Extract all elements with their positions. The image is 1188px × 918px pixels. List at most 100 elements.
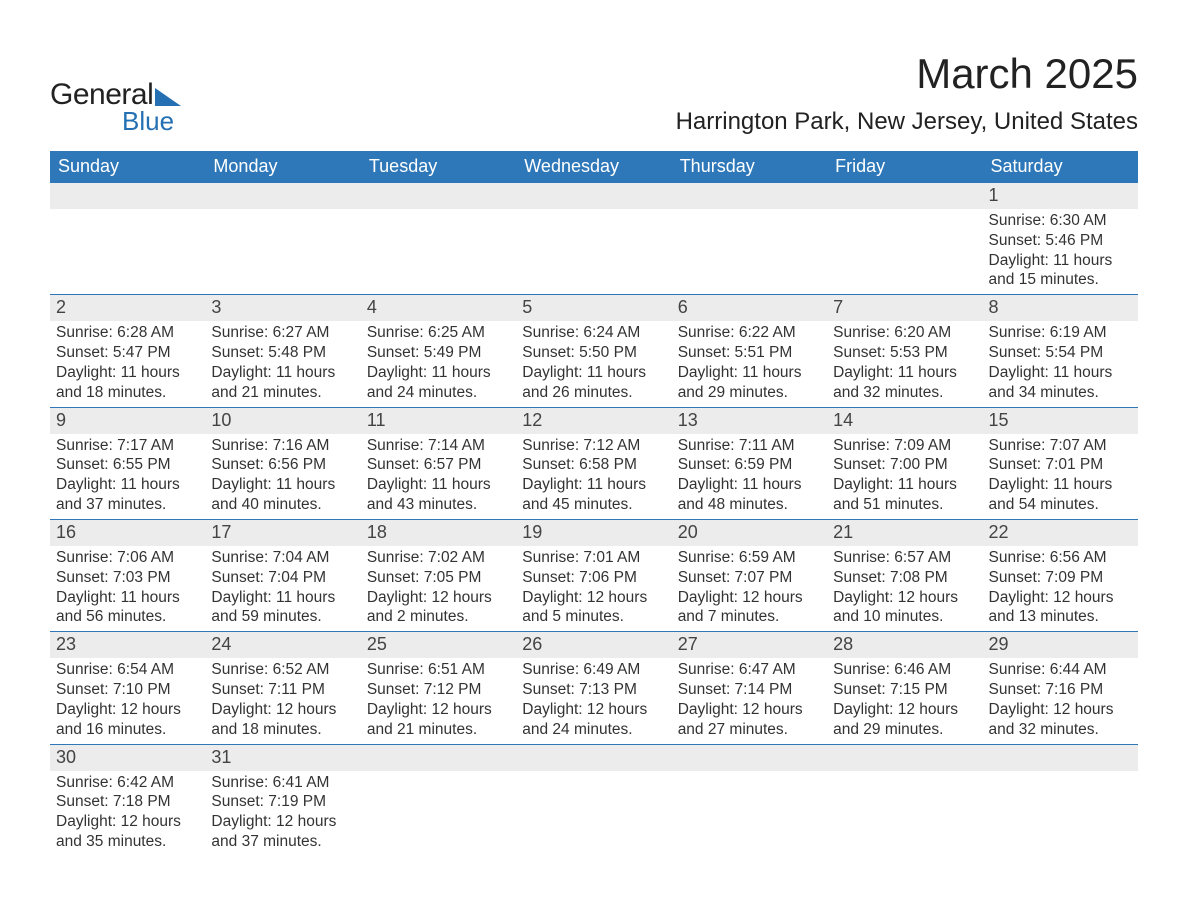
day-body — [827, 209, 982, 215]
week-row: 1Sunrise: 6:30 AMSunset: 5:46 PMDaylight… — [50, 183, 1138, 294]
sunset-text: Sunset: 7:06 PM — [522, 568, 665, 588]
day-cell: 6Sunrise: 6:22 AMSunset: 5:51 PMDaylight… — [672, 295, 827, 406]
day-number — [672, 745, 827, 771]
day-cell: 8Sunrise: 6:19 AMSunset: 5:54 PMDaylight… — [983, 295, 1138, 406]
day-number: 12 — [516, 408, 671, 434]
sunrise-text: Sunrise: 6:22 AM — [678, 323, 821, 343]
week-row: 2Sunrise: 6:28 AMSunset: 5:47 PMDaylight… — [50, 294, 1138, 406]
day-body — [672, 771, 827, 777]
day-body: Sunrise: 7:02 AMSunset: 7:05 PMDaylight:… — [361, 546, 516, 631]
day-body: Sunrise: 7:14 AMSunset: 6:57 PMDaylight:… — [361, 434, 516, 519]
day-body: Sunrise: 7:17 AMSunset: 6:55 PMDaylight:… — [50, 434, 205, 519]
day-number: 1 — [983, 183, 1138, 209]
day-number — [516, 183, 671, 209]
sunrise-text: Sunrise: 7:06 AM — [56, 548, 199, 568]
dow-cell: Monday — [205, 151, 360, 183]
daylight-text: Daylight: 11 hours and 26 minutes. — [522, 363, 665, 403]
sunrise-text: Sunrise: 6:54 AM — [56, 660, 199, 680]
sunrise-text: Sunrise: 7:12 AM — [522, 436, 665, 456]
day-number — [983, 745, 1138, 771]
daylight-text: Daylight: 12 hours and 16 minutes. — [56, 700, 199, 740]
day-body: Sunrise: 6:52 AMSunset: 7:11 PMDaylight:… — [205, 658, 360, 743]
sunrise-text: Sunrise: 7:17 AM — [56, 436, 199, 456]
day-cell: 27Sunrise: 6:47 AMSunset: 7:14 PMDayligh… — [672, 632, 827, 743]
day-number: 2 — [50, 295, 205, 321]
day-number: 27 — [672, 632, 827, 658]
sunset-text: Sunset: 7:08 PM — [833, 568, 976, 588]
sunset-text: Sunset: 7:10 PM — [56, 680, 199, 700]
day-number: 11 — [361, 408, 516, 434]
day-body — [205, 209, 360, 215]
day-body: Sunrise: 7:12 AMSunset: 6:58 PMDaylight:… — [516, 434, 671, 519]
daylight-text: Daylight: 11 hours and 34 minutes. — [989, 363, 1132, 403]
day-number: 8 — [983, 295, 1138, 321]
daylight-text: Daylight: 12 hours and 21 minutes. — [367, 700, 510, 740]
day-cell: 28Sunrise: 6:46 AMSunset: 7:15 PMDayligh… — [827, 632, 982, 743]
daylight-text: Daylight: 12 hours and 10 minutes. — [833, 588, 976, 628]
sunset-text: Sunset: 7:11 PM — [211, 680, 354, 700]
day-number: 20 — [672, 520, 827, 546]
day-number — [672, 183, 827, 209]
daylight-text: Daylight: 12 hours and 35 minutes. — [56, 812, 199, 852]
header: General Blue March 2025 Harrington Park,… — [50, 50, 1138, 137]
day-body: Sunrise: 6:30 AMSunset: 5:46 PMDaylight:… — [983, 209, 1138, 294]
day-body: Sunrise: 6:22 AMSunset: 5:51 PMDaylight:… — [672, 321, 827, 406]
sunset-text: Sunset: 6:59 PM — [678, 455, 821, 475]
sunrise-text: Sunrise: 6:27 AM — [211, 323, 354, 343]
location-text: Harrington Park, New Jersey, United Stat… — [676, 108, 1138, 136]
day-cell: 18Sunrise: 7:02 AMSunset: 7:05 PMDayligh… — [361, 520, 516, 631]
daylight-text: Daylight: 11 hours and 59 minutes. — [211, 588, 354, 628]
daylight-text: Daylight: 11 hours and 51 minutes. — [833, 475, 976, 515]
day-body: Sunrise: 6:19 AMSunset: 5:54 PMDaylight:… — [983, 321, 1138, 406]
sunrise-text: Sunrise: 6:41 AM — [211, 773, 354, 793]
day-cell: 19Sunrise: 7:01 AMSunset: 7:06 PMDayligh… — [516, 520, 671, 631]
day-cell: 30Sunrise: 6:42 AMSunset: 7:18 PMDayligh… — [50, 745, 205, 856]
daylight-text: Daylight: 11 hours and 18 minutes. — [56, 363, 199, 403]
daylight-text: Daylight: 12 hours and 18 minutes. — [211, 700, 354, 740]
calendar-body: 1Sunrise: 6:30 AMSunset: 5:46 PMDaylight… — [50, 183, 1138, 856]
sunset-text: Sunset: 6:57 PM — [367, 455, 510, 475]
day-number: 4 — [361, 295, 516, 321]
day-number — [827, 745, 982, 771]
daylight-text: Daylight: 12 hours and 7 minutes. — [678, 588, 821, 628]
sunrise-text: Sunrise: 6:24 AM — [522, 323, 665, 343]
day-body: Sunrise: 6:46 AMSunset: 7:15 PMDaylight:… — [827, 658, 982, 743]
daylight-text: Daylight: 11 hours and 45 minutes. — [522, 475, 665, 515]
day-body — [361, 771, 516, 777]
daylight-text: Daylight: 11 hours and 21 minutes. — [211, 363, 354, 403]
day-number: 10 — [205, 408, 360, 434]
brand-part2: Blue — [122, 106, 181, 137]
daylight-text: Daylight: 12 hours and 29 minutes. — [833, 700, 976, 740]
daylight-text: Daylight: 12 hours and 2 minutes. — [367, 588, 510, 628]
sunset-text: Sunset: 7:05 PM — [367, 568, 510, 588]
day-cell: 4Sunrise: 6:25 AMSunset: 5:49 PMDaylight… — [361, 295, 516, 406]
day-cell: 10Sunrise: 7:16 AMSunset: 6:56 PMDayligh… — [205, 408, 360, 519]
sunset-text: Sunset: 7:13 PM — [522, 680, 665, 700]
sunset-text: Sunset: 7:00 PM — [833, 455, 976, 475]
day-number: 14 — [827, 408, 982, 434]
daylight-text: Daylight: 11 hours and 32 minutes. — [833, 363, 976, 403]
day-body: Sunrise: 6:25 AMSunset: 5:49 PMDaylight:… — [361, 321, 516, 406]
day-number: 19 — [516, 520, 671, 546]
day-cell: 1Sunrise: 6:30 AMSunset: 5:46 PMDaylight… — [983, 183, 1138, 294]
day-cell: 23Sunrise: 6:54 AMSunset: 7:10 PMDayligh… — [50, 632, 205, 743]
sunset-text: Sunset: 7:01 PM — [989, 455, 1132, 475]
day-body: Sunrise: 7:01 AMSunset: 7:06 PMDaylight:… — [516, 546, 671, 631]
day-cell: 5Sunrise: 6:24 AMSunset: 5:50 PMDaylight… — [516, 295, 671, 406]
day-number: 6 — [672, 295, 827, 321]
day-body: Sunrise: 6:57 AMSunset: 7:08 PMDaylight:… — [827, 546, 982, 631]
day-body — [516, 771, 671, 777]
day-cell: 11Sunrise: 7:14 AMSunset: 6:57 PMDayligh… — [361, 408, 516, 519]
dow-cell: Thursday — [672, 151, 827, 183]
day-cell: 24Sunrise: 6:52 AMSunset: 7:11 PMDayligh… — [205, 632, 360, 743]
title-block: March 2025 Harrington Park, New Jersey, … — [676, 50, 1138, 136]
day-number — [516, 745, 671, 771]
sunset-text: Sunset: 7:07 PM — [678, 568, 821, 588]
daylight-text: Daylight: 11 hours and 24 minutes. — [367, 363, 510, 403]
day-body — [672, 209, 827, 215]
day-number: 30 — [50, 745, 205, 771]
calendar: SundayMondayTuesdayWednesdayThursdayFrid… — [50, 151, 1138, 856]
sunset-text: Sunset: 5:47 PM — [56, 343, 199, 363]
day-number: 31 — [205, 745, 360, 771]
day-body: Sunrise: 6:41 AMSunset: 7:19 PMDaylight:… — [205, 771, 360, 856]
